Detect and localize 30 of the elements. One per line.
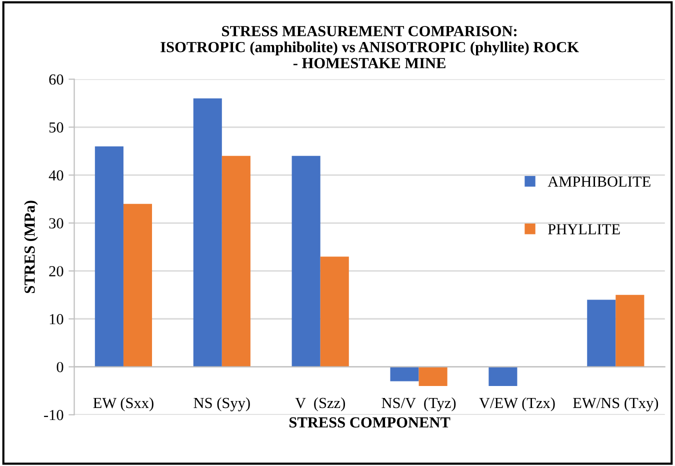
y-tick-label: 30	[49, 218, 64, 228]
legend-label: AMPHIBOLITE	[548, 176, 650, 187]
bar	[320, 256, 349, 367]
y-tick-label: 60	[49, 74, 64, 85]
chart-title: STRESS MEASUREMENT COMPARISON: ISOTROPIC (amphibolite) vs ANISOTROPIC (phyllite) ROCK - HOMESTAKE MINE	[160, 26, 579, 68]
y-tick-label: 10	[50, 314, 64, 324]
bar	[193, 98, 222, 367]
y-tick-label: 0	[56, 362, 64, 372]
y-tick-label: 50	[49, 122, 64, 133]
y-tick-label: 20	[49, 266, 64, 276]
x-axis-title: STRESS COMPONENT	[290, 417, 450, 428]
y-tick-label: -10	[44, 410, 64, 420]
x-tick-label: EW (Sxx)	[93, 397, 154, 412]
legend-label: PHYLLITE	[548, 224, 620, 234]
bar	[616, 294, 644, 367]
x-tick-label: V/EW (Tzx)	[479, 397, 555, 412]
bar	[488, 366, 518, 386]
bar	[123, 204, 152, 367]
y-tick-label: 40	[48, 170, 64, 181]
x-tick-label: NS (Syy)	[194, 397, 250, 412]
x-tick-label: EW/NS (Txy)	[573, 397, 658, 412]
bar	[390, 366, 419, 382]
x-tick-label: V (Szz)	[295, 397, 345, 412]
bar	[94, 146, 124, 367]
y-axis-title: STRES (MPa)	[24, 200, 38, 294]
bar	[418, 366, 448, 386]
bar	[222, 156, 250, 367]
x-tick-label: NS/V (Tyz)	[382, 397, 456, 412]
bar	[292, 156, 320, 367]
bar	[587, 300, 616, 367]
